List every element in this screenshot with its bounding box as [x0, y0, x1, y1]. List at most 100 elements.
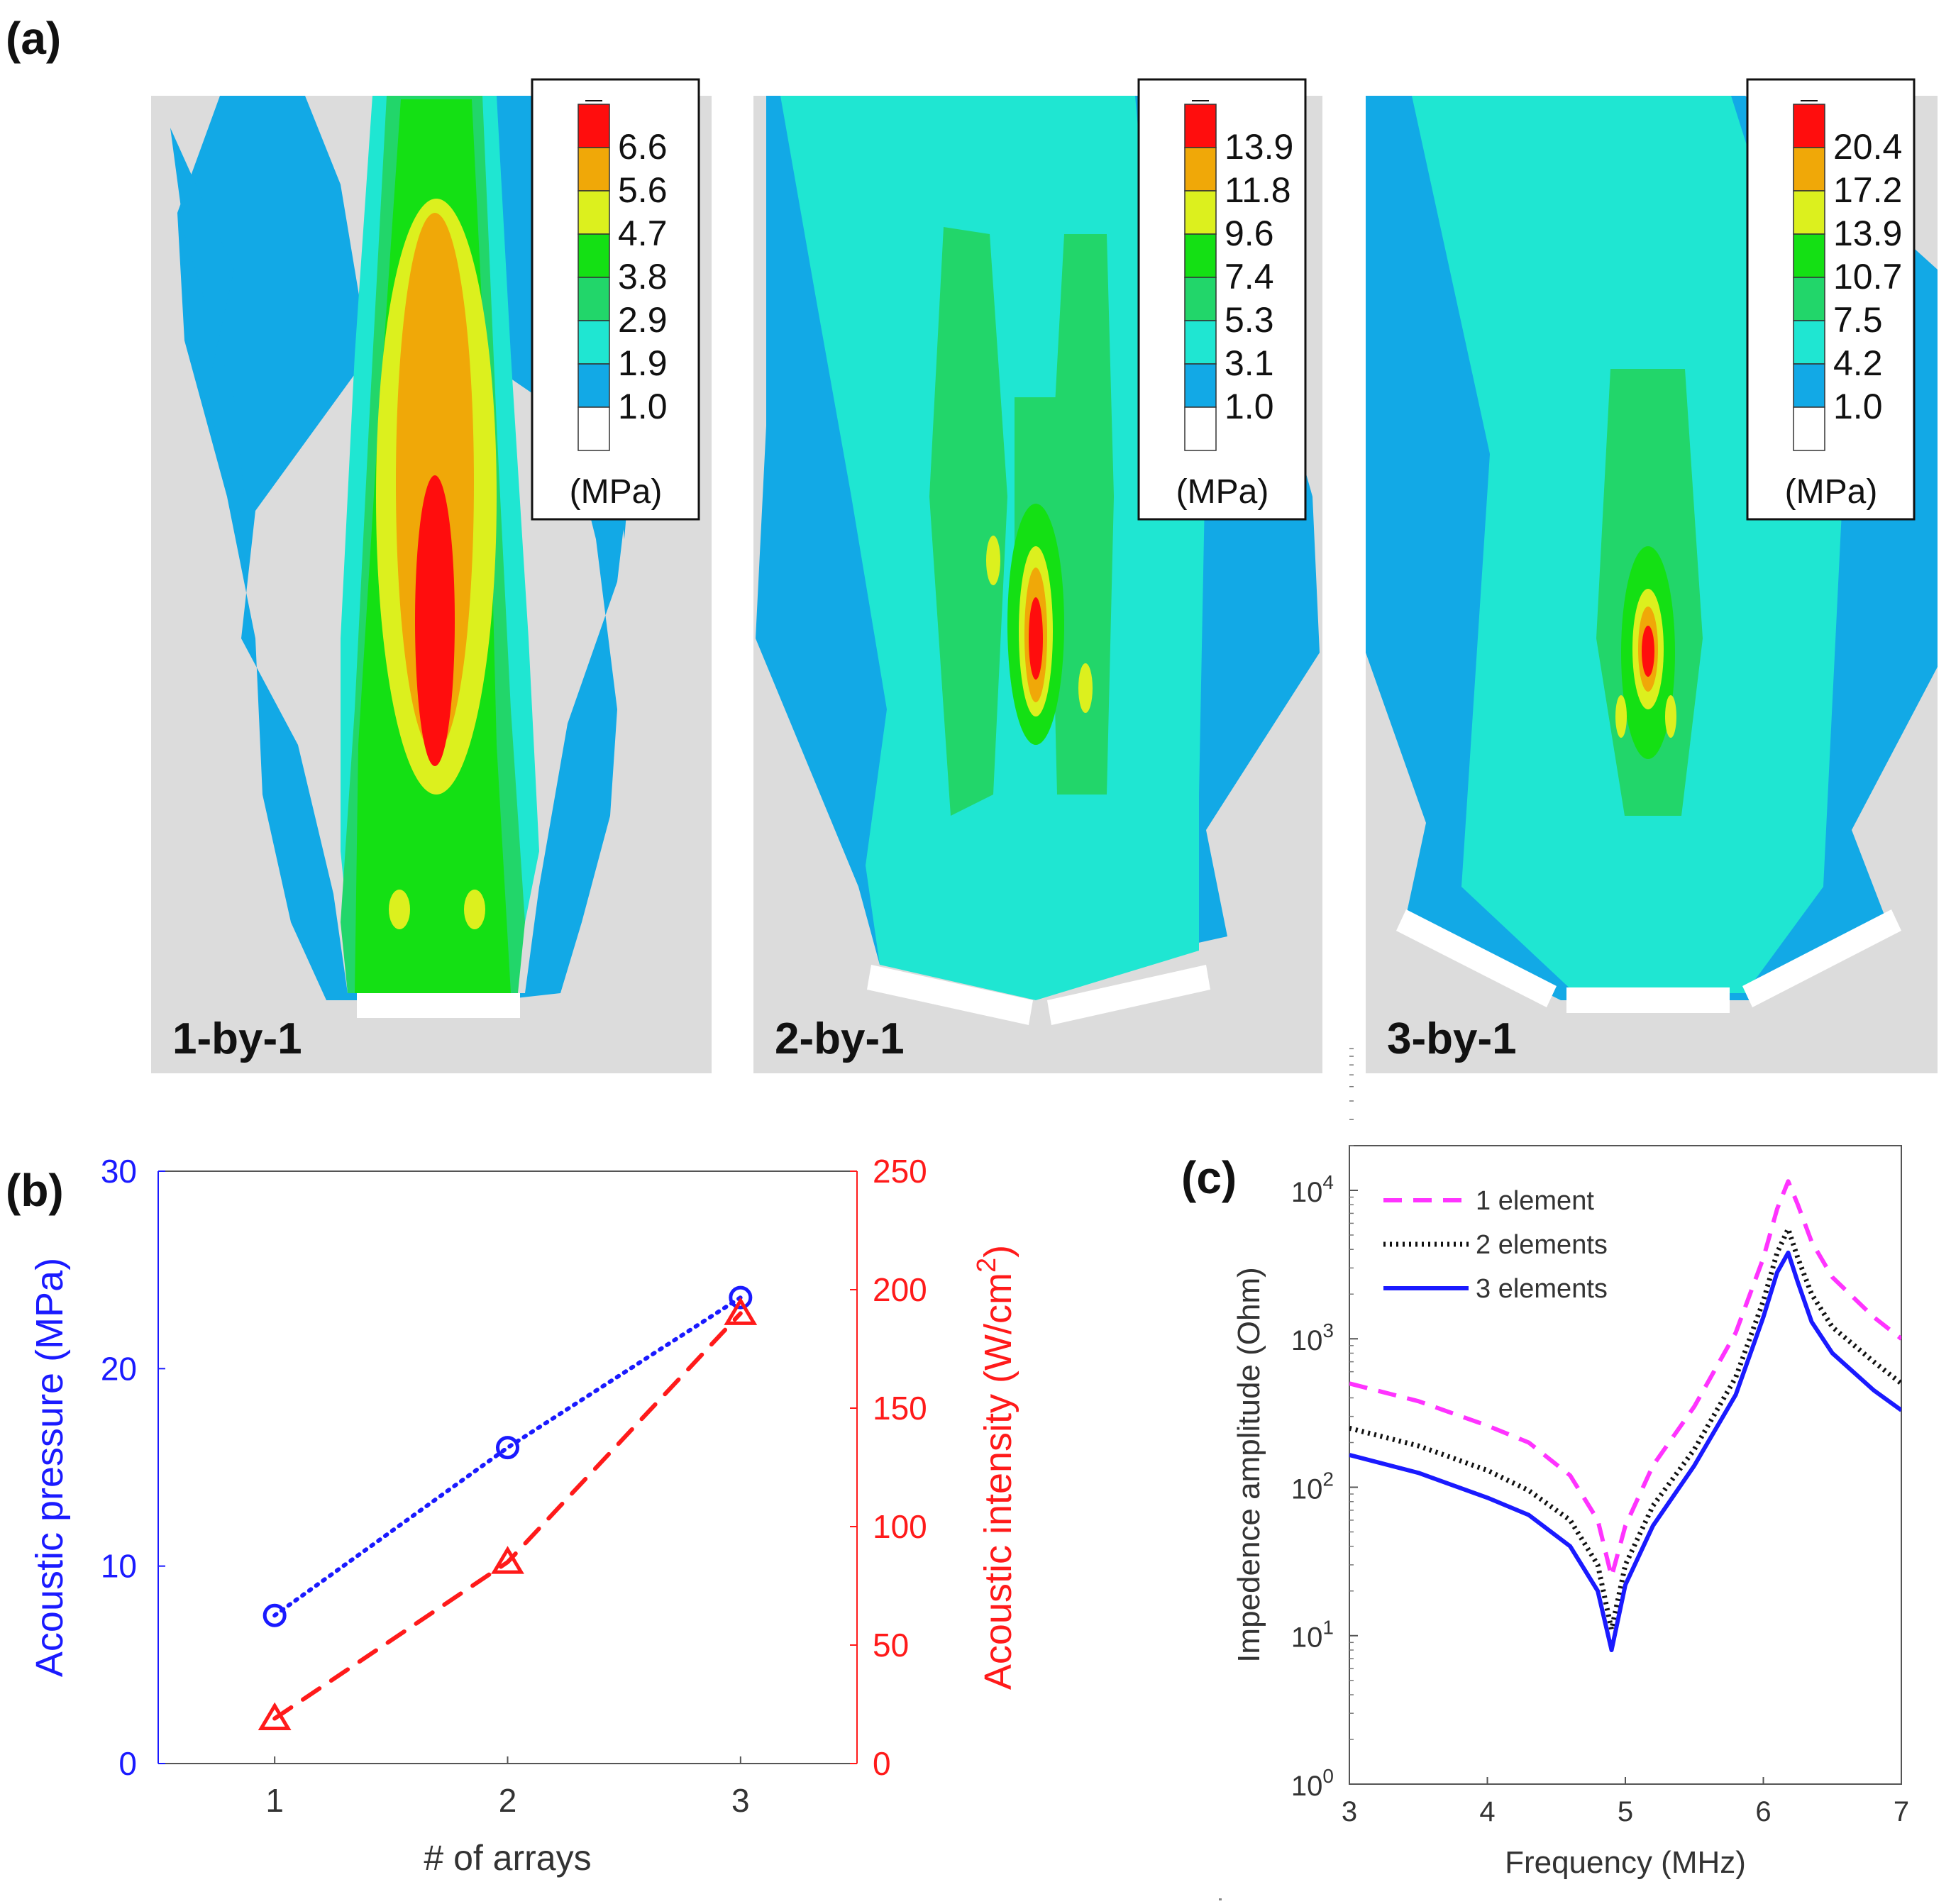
colorbar-level-label: 4.2 — [1833, 343, 1883, 383]
colorbar-level-label: 1.0 — [1833, 387, 1883, 426]
y-tick-label-left: 10 — [101, 1548, 137, 1585]
x-tick-label: 3 — [731, 1782, 750, 1819]
colorbar-swatch — [1793, 277, 1825, 321]
pressure-level-3-beam — [1050, 234, 1114, 795]
series-line-3 — [1349, 1250, 1901, 1653]
colorbar-swatch — [1793, 104, 1825, 148]
x-tick-label: 2 — [499, 1782, 517, 1819]
map-label-1: 1-by-1 — [172, 1014, 302, 1063]
colorbar-level-label: 20.4 — [1833, 127, 1902, 167]
colorbar-box — [531, 78, 700, 521]
panel-label-b: (b) — [6, 1165, 64, 1216]
colorbar-swatch — [577, 363, 610, 408]
series-line-pressure — [272, 1295, 743, 1618]
y-axis-right-label-main: Acoustic intensity (W/cm — [977, 1273, 1019, 1690]
y-tick-label-right: 250 — [873, 1153, 927, 1190]
panel-label-a: (a) — [6, 13, 61, 64]
y-tick-label-exponent: 3 — [1322, 1319, 1334, 1341]
colorbar-level-label: 7.4 — [1225, 257, 1274, 297]
colorbar-swatch — [577, 190, 610, 235]
colorbar-level-label: 3.8 — [618, 257, 668, 297]
pressure-level-5-lobe-left — [986, 536, 1000, 585]
y-tick-label-base: 10 — [1291, 1325, 1323, 1356]
colorbar-box — [1746, 78, 1916, 521]
pressure-level-1-plume-left — [170, 128, 248, 539]
legend-label-2: 2 elements — [1476, 1230, 1608, 1260]
panel-label-c: (c) — [1181, 1152, 1237, 1203]
y-tick-label: 103 — [1291, 1319, 1334, 1356]
colorbar-swatch — [1184, 406, 1217, 451]
pressure-level-5-lobe-right — [1665, 695, 1676, 738]
y-tick-label-base: 10 — [1291, 1771, 1323, 1802]
x-tick-label: 4 — [1479, 1796, 1495, 1827]
y-tick-label-left: 0 — [118, 1745, 137, 1782]
colorbar-level-label: 5.3 — [1225, 300, 1274, 340]
colorbar-level-label: 17.2 — [1833, 170, 1902, 210]
pressure-point-marker — [262, 1603, 287, 1627]
colorbar-legend-1: 6.65.6 4.7 3.82.91.9 1.0 (MPa) — [531, 78, 700, 521]
colorbar-swatch — [1793, 233, 1825, 278]
series-line-intensity — [272, 1311, 743, 1721]
pressure-level-1-region — [177, 96, 631, 1000]
y-tick-label-right: 100 — [873, 1508, 927, 1545]
y-axis-right-label: Acoustic intensity (W/cm2) — [972, 1245, 1019, 1690]
y-tick-label-base: 10 — [1291, 1177, 1323, 1208]
colorbar-level-label: 13.9 — [1225, 127, 1293, 167]
pressure-level-7-focus — [1642, 626, 1654, 677]
legend-label-3: 3 elements — [1476, 1274, 1608, 1304]
y-axis-right-label-sup: 2 — [972, 1258, 1002, 1273]
plot-area — [272, 1295, 743, 1721]
y-tick-label-right: 50 — [873, 1627, 909, 1664]
pressure-point-marker — [496, 1436, 519, 1460]
colorbar-swatch — [1793, 320, 1825, 365]
colorbar-swatch — [1184, 190, 1217, 235]
intensity-point-marker — [724, 1297, 758, 1325]
colorbar-units-label: (MPa) — [570, 473, 663, 511]
colorbar-level-label: 9.6 — [1225, 214, 1274, 253]
y-tick-label-exponent: 4 — [1322, 1171, 1334, 1193]
x-tick-label: 6 — [1755, 1796, 1771, 1827]
colorbar-level-label: 2.9 — [618, 300, 668, 340]
colorbar-swatch — [1184, 277, 1217, 321]
colorbar-units-label: (MPa) — [1785, 473, 1878, 511]
colorbar-level-label: 3.1 — [1225, 343, 1274, 383]
y-axis-label: Impedence amplitude (Ohm) — [1232, 1267, 1266, 1663]
y-tick-label-exponent: 1 — [1322, 1617, 1334, 1639]
y-tick-label-right: 150 — [873, 1390, 927, 1427]
colorbar-swatch — [1184, 320, 1217, 365]
y-tick-label-exponent: 2 — [1322, 1468, 1334, 1490]
transducer-element-right — [1742, 909, 1901, 1007]
colorbar-box — [1137, 78, 1307, 521]
legend-label-1: 1 element — [1476, 1186, 1594, 1216]
y-axis-right-label-tail: ) — [977, 1245, 1019, 1258]
colorbar-units-label: (MPa) — [1176, 473, 1269, 511]
colorbar-swatch — [577, 147, 610, 192]
intensity-point-marker — [491, 1546, 524, 1574]
map-label-2: 2-by-1 — [775, 1014, 905, 1063]
x-tick-label: 3 — [1342, 1796, 1357, 1827]
y-tick-label-left: 30 — [101, 1153, 137, 1190]
colorbar-level-label: 4.7 — [618, 214, 668, 253]
y-tick-label-base: 10 — [1291, 1622, 1323, 1654]
x-axis-label: Frequency (MHz) — [1505, 1845, 1746, 1880]
colorbar-swatch — [1793, 147, 1825, 192]
colorbar-swatch — [1184, 147, 1217, 192]
y-tick-label: 104 — [1291, 1171, 1334, 1208]
colorbar-swatch — [577, 233, 610, 278]
colorbar-level-label: 11.8 — [1225, 170, 1291, 210]
x-tick-label: 1 — [265, 1782, 284, 1819]
plot-area — [1349, 1179, 1901, 1653]
transducer-element-right — [1047, 965, 1210, 1025]
pressure-level-5-lobe-left — [389, 890, 410, 929]
y-tick-label: 102 — [1291, 1468, 1334, 1505]
colorbar-level-label: 1.9 — [618, 343, 668, 383]
y-tick-label-left: 20 — [101, 1350, 137, 1387]
pressure-point-marker — [729, 1285, 753, 1310]
pressure-level-5-lobe-right — [1078, 663, 1093, 713]
pressure-level-7-focus — [1029, 597, 1043, 680]
y-tick-label-right: 200 — [873, 1271, 927, 1308]
colorbar-swatch — [1793, 363, 1825, 408]
